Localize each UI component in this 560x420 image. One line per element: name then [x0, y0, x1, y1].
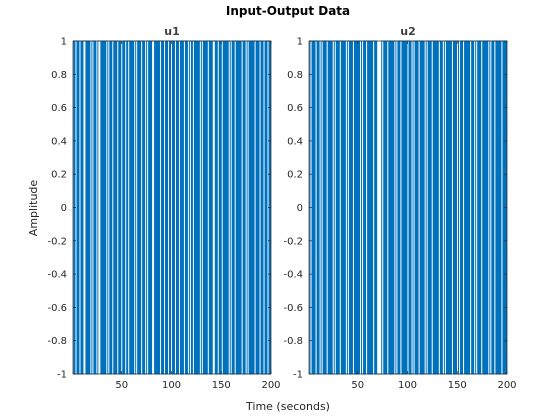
- x-tick-label: 50: [115, 380, 128, 391]
- y-tick-label: -0.8: [283, 336, 303, 347]
- subplot-title: u1: [164, 25, 180, 38]
- x-tick-label: 150: [448, 380, 467, 391]
- signal-line-u1: [73, 40, 271, 375]
- y-tick-label: -0.2: [283, 236, 303, 247]
- x-tick-label: 200: [497, 380, 516, 391]
- subplot-title: u2: [400, 25, 416, 38]
- y-tick-label: 0.6: [287, 103, 303, 114]
- y-tick-label: 0.6: [51, 103, 67, 114]
- y-tick-label: 0.2: [51, 170, 67, 181]
- y-tick-label: 0.2: [287, 170, 303, 181]
- y-tick-label: 0: [297, 203, 303, 214]
- y-tick-label: 0: [61, 203, 67, 214]
- y-tick-label: -0.8: [47, 336, 67, 347]
- y-tick-label: -1: [57, 370, 67, 381]
- y-tick-label: -0.6: [283, 303, 303, 314]
- y-tick-label: 1: [61, 37, 67, 48]
- x-tick-label: 150: [212, 380, 231, 391]
- x-tick-label: 100: [162, 380, 181, 391]
- x-tick-label: 100: [398, 380, 417, 391]
- y-tick-label: 0.8: [287, 70, 303, 81]
- y-tick-label: -0.4: [47, 270, 67, 281]
- figure-title: Input-Output Data: [226, 4, 350, 18]
- y-tick-label: 0.4: [287, 136, 303, 147]
- y-tick-label: 0.4: [51, 136, 67, 147]
- y-tick-label: -0.6: [47, 303, 67, 314]
- y-tick-label: -0.4: [283, 270, 303, 281]
- figure-ylabel: Amplitude: [27, 180, 40, 237]
- x-tick-label: 50: [351, 380, 364, 391]
- y-tick-label: -1: [293, 370, 303, 381]
- y-tick-label: -0.2: [47, 236, 67, 247]
- figure-xlabel: Time (seconds): [245, 400, 330, 413]
- x-tick-label: 200: [261, 380, 280, 391]
- y-tick-label: 0.8: [51, 70, 67, 81]
- y-tick-label: 1: [297, 37, 303, 48]
